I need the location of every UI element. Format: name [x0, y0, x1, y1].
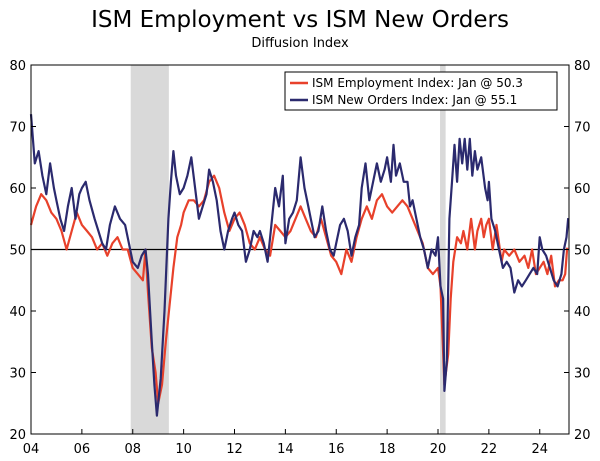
- y-tick-label-right: 20: [574, 428, 591, 443]
- y-tick-label-left: 70: [9, 121, 26, 136]
- y-tick-label-left: 50: [9, 244, 26, 259]
- x-tick-label: 08: [124, 442, 141, 457]
- y-tick-label-right: 40: [574, 305, 591, 320]
- y-tick-label-left: 30: [9, 367, 26, 382]
- x-tick-label: 10: [175, 442, 192, 457]
- x-tick-label: 24: [531, 442, 548, 457]
- x-tick-label: 16: [328, 442, 345, 457]
- y-tick-label-left: 40: [9, 305, 26, 320]
- y-tick-label-left: 20: [9, 428, 26, 443]
- legend: ISM Employment Index: Jan @ 50.3 ISM New…: [284, 71, 558, 111]
- chart-subtitle: Diffusion Index: [251, 36, 349, 51]
- series-lines: [29, 114, 570, 417]
- y-tick-label-left: 60: [9, 182, 26, 197]
- x-tick-label: 06: [74, 442, 91, 457]
- x-tick-label: 14: [277, 442, 294, 457]
- x-tick-label: 18: [379, 442, 396, 457]
- y-tick-label-right: 70: [574, 121, 591, 136]
- legend-label-new-orders: ISM New Orders Index: Jan @ 55.1: [312, 93, 517, 107]
- chart-title: ISM Employment vs ISM New Orders: [91, 7, 509, 33]
- y-tick-label-left: 80: [9, 59, 26, 74]
- series-line-0: [29, 174, 569, 405]
- x-tick-label: 22: [481, 442, 498, 457]
- y-tick-label-right: 50: [574, 244, 591, 259]
- y-tick-label-right: 60: [574, 182, 591, 197]
- series-line-1: [29, 114, 570, 417]
- y-tick-label-right: 80: [574, 59, 591, 74]
- legend-label-employment: ISM Employment Index: Jan @ 50.3: [312, 76, 523, 90]
- legend-box: [284, 71, 558, 111]
- x-tick-label: 20: [430, 442, 447, 457]
- x-tick-label: 12: [226, 442, 243, 457]
- axis-ticks: 20 20 30 30 40 40 50 50 60 60 70 70 80 80 04 06 08 10 12 14…: [9, 59, 590, 457]
- x-tick-label: 04: [23, 442, 40, 457]
- y-tick-label-right: 30: [574, 367, 591, 382]
